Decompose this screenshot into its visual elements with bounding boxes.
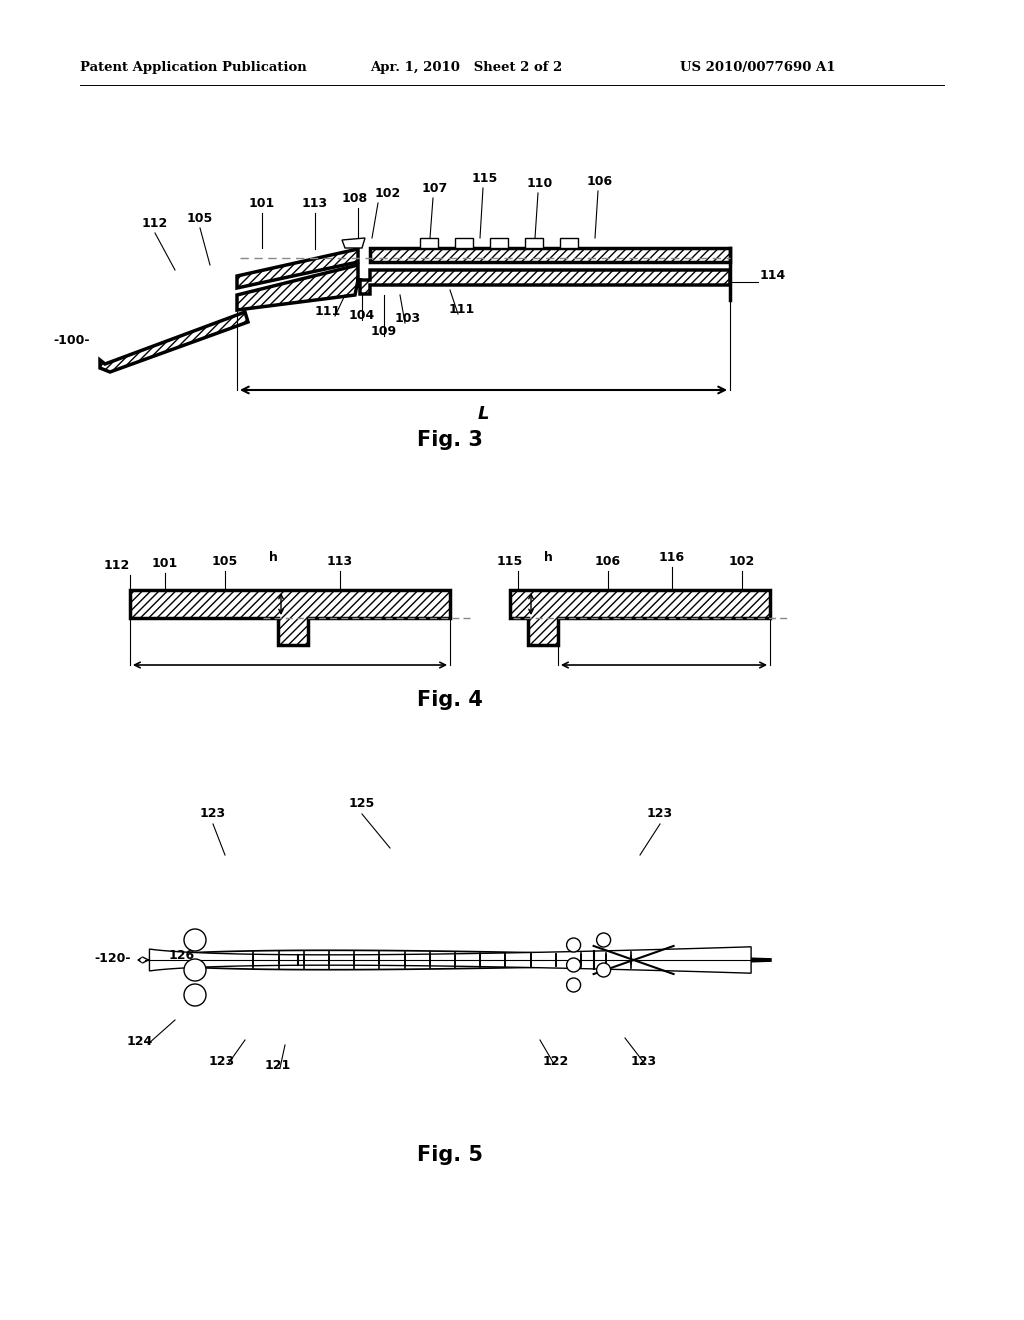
Text: 113: 113 bbox=[327, 554, 353, 568]
Text: 123: 123 bbox=[200, 807, 226, 820]
Text: 123: 123 bbox=[631, 1055, 657, 1068]
Polygon shape bbox=[150, 946, 751, 973]
Text: 123: 123 bbox=[209, 1055, 236, 1068]
Text: h: h bbox=[268, 550, 278, 564]
Text: L: L bbox=[477, 405, 488, 422]
Text: 115: 115 bbox=[472, 172, 498, 185]
Text: 112: 112 bbox=[103, 558, 130, 572]
Circle shape bbox=[597, 964, 610, 977]
Text: 104: 104 bbox=[349, 309, 375, 322]
Circle shape bbox=[566, 939, 581, 952]
Text: Patent Application Publication: Patent Application Publication bbox=[80, 62, 307, 74]
Text: 112: 112 bbox=[142, 216, 168, 230]
Text: 111: 111 bbox=[314, 305, 341, 318]
Text: Fig. 4: Fig. 4 bbox=[417, 690, 483, 710]
Text: US 2010/0077690 A1: US 2010/0077690 A1 bbox=[680, 62, 836, 74]
Circle shape bbox=[184, 983, 206, 1006]
Polygon shape bbox=[490, 238, 508, 248]
Text: h: h bbox=[544, 550, 552, 564]
Text: 123: 123 bbox=[647, 807, 673, 820]
Text: 101: 101 bbox=[249, 197, 275, 210]
Text: -120-: -120- bbox=[95, 952, 131, 965]
Polygon shape bbox=[420, 238, 438, 248]
Text: 116: 116 bbox=[658, 550, 685, 564]
Text: 115: 115 bbox=[497, 554, 523, 568]
Polygon shape bbox=[140, 952, 751, 973]
Polygon shape bbox=[100, 312, 248, 372]
Text: Apr. 1, 2010   Sheet 2 of 2: Apr. 1, 2010 Sheet 2 of 2 bbox=[370, 62, 562, 74]
Text: 103: 103 bbox=[395, 312, 421, 325]
Text: 107: 107 bbox=[422, 182, 449, 195]
Circle shape bbox=[184, 929, 206, 950]
Text: -100-: -100- bbox=[53, 334, 90, 346]
Text: 109: 109 bbox=[371, 325, 397, 338]
Text: 114: 114 bbox=[760, 269, 786, 282]
Text: 110: 110 bbox=[527, 177, 553, 190]
Polygon shape bbox=[237, 265, 730, 310]
Text: 106: 106 bbox=[587, 176, 613, 187]
Text: Fig. 5: Fig. 5 bbox=[417, 1144, 483, 1166]
Polygon shape bbox=[525, 238, 543, 248]
Circle shape bbox=[597, 933, 610, 946]
Text: 106: 106 bbox=[595, 554, 622, 568]
Polygon shape bbox=[560, 238, 578, 248]
Polygon shape bbox=[237, 249, 358, 288]
Text: 102: 102 bbox=[375, 187, 401, 201]
Text: 124: 124 bbox=[127, 1035, 154, 1048]
Text: 105: 105 bbox=[212, 554, 239, 568]
Circle shape bbox=[184, 960, 206, 981]
Text: 102: 102 bbox=[729, 554, 755, 568]
Polygon shape bbox=[370, 248, 730, 261]
Text: 108: 108 bbox=[342, 191, 368, 205]
Polygon shape bbox=[342, 238, 365, 248]
Polygon shape bbox=[140, 952, 770, 969]
Text: 105: 105 bbox=[186, 213, 213, 224]
Text: 122: 122 bbox=[543, 1055, 569, 1068]
Text: 121: 121 bbox=[265, 1059, 291, 1072]
Polygon shape bbox=[510, 590, 770, 645]
Polygon shape bbox=[130, 590, 450, 645]
Text: 125: 125 bbox=[349, 797, 375, 810]
Text: 111: 111 bbox=[449, 304, 475, 315]
Circle shape bbox=[566, 978, 581, 993]
Text: 126: 126 bbox=[169, 949, 195, 962]
Polygon shape bbox=[140, 946, 751, 969]
Text: Fig. 3: Fig. 3 bbox=[417, 430, 483, 450]
Text: 101: 101 bbox=[152, 557, 178, 570]
Circle shape bbox=[566, 958, 581, 972]
Text: 113: 113 bbox=[302, 197, 328, 210]
Polygon shape bbox=[455, 238, 473, 248]
